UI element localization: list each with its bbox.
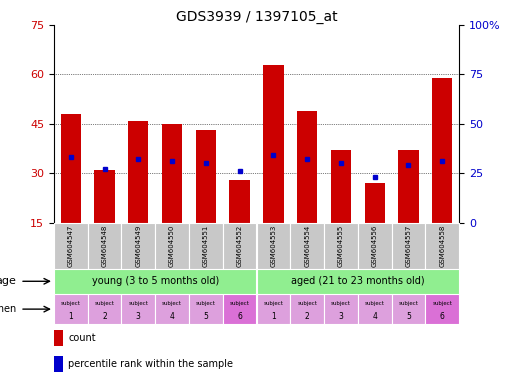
Text: subject: subject (230, 301, 249, 306)
Bar (54, 223, 88, 269)
Text: 4: 4 (170, 312, 174, 321)
Text: subject: subject (264, 301, 283, 306)
Text: subject: subject (128, 301, 148, 306)
Text: GSM604547: GSM604547 (68, 225, 74, 267)
Bar (331, 150, 351, 223)
Bar (54, 269, 256, 294)
Bar (256, 223, 290, 269)
Bar (256, 294, 290, 324)
Text: subject: subject (432, 301, 452, 306)
Text: subject: subject (297, 301, 317, 306)
Text: subject: subject (61, 301, 81, 306)
Text: subject: subject (94, 301, 114, 306)
Bar (54, 294, 88, 324)
Bar (223, 294, 256, 324)
Bar (189, 294, 223, 324)
Text: specimen: specimen (0, 304, 17, 314)
Text: 1: 1 (68, 312, 73, 321)
Bar (297, 111, 317, 223)
Bar (88, 223, 122, 269)
Text: GSM604556: GSM604556 (372, 225, 378, 267)
Text: 3: 3 (339, 312, 343, 321)
Bar (263, 65, 284, 223)
Bar (290, 294, 324, 324)
Bar (189, 223, 223, 269)
Text: subject: subject (365, 301, 385, 306)
Text: GSM604554: GSM604554 (304, 225, 310, 267)
Text: percentile rank within the sample: percentile rank within the sample (68, 359, 233, 369)
Bar (256, 269, 459, 294)
Text: GSM604555: GSM604555 (338, 225, 344, 267)
Text: GSM604557: GSM604557 (405, 225, 411, 267)
Bar (61, 114, 81, 223)
Text: 2: 2 (305, 312, 309, 321)
Text: GSM604552: GSM604552 (236, 225, 243, 267)
Bar (391, 294, 425, 324)
Text: 2: 2 (102, 312, 107, 321)
Text: 4: 4 (372, 312, 377, 321)
Text: 6: 6 (237, 312, 242, 321)
Bar (54, 330, 63, 346)
Bar (155, 223, 189, 269)
Bar (425, 223, 459, 269)
Bar (54, 356, 63, 372)
Bar (432, 78, 452, 223)
Text: subject: subject (399, 301, 419, 306)
Text: 6: 6 (440, 312, 445, 321)
Text: age: age (0, 276, 17, 286)
Bar (88, 294, 122, 324)
Text: aged (21 to 23 months old): aged (21 to 23 months old) (291, 276, 425, 286)
Text: GSM604553: GSM604553 (270, 225, 277, 267)
Text: count: count (68, 333, 95, 343)
Bar (223, 223, 256, 269)
Bar (122, 294, 155, 324)
Text: subject: subject (196, 301, 216, 306)
Bar (324, 294, 358, 324)
Bar (195, 131, 216, 223)
Text: 3: 3 (136, 312, 141, 321)
Text: GSM604549: GSM604549 (135, 225, 141, 267)
Text: young (3 to 5 months old): young (3 to 5 months old) (91, 276, 219, 286)
Bar (229, 180, 250, 223)
Bar (128, 121, 148, 223)
Text: GSM604551: GSM604551 (203, 225, 209, 267)
Bar (162, 124, 182, 223)
Text: GSM604558: GSM604558 (439, 225, 445, 267)
Bar (155, 294, 189, 324)
Title: GDS3939 / 1397105_at: GDS3939 / 1397105_at (175, 10, 338, 24)
Bar (324, 223, 358, 269)
Bar (358, 223, 391, 269)
Bar (425, 294, 459, 324)
Bar (398, 150, 419, 223)
Bar (358, 294, 391, 324)
Text: GSM604550: GSM604550 (169, 225, 175, 267)
Text: 5: 5 (203, 312, 208, 321)
Text: subject: subject (162, 301, 182, 306)
Text: subject: subject (331, 301, 351, 306)
Text: 5: 5 (406, 312, 411, 321)
Bar (290, 223, 324, 269)
Text: 1: 1 (271, 312, 276, 321)
Bar (365, 183, 385, 223)
Text: GSM604548: GSM604548 (102, 225, 108, 267)
Bar (94, 170, 114, 223)
Bar (122, 223, 155, 269)
Bar (391, 223, 425, 269)
